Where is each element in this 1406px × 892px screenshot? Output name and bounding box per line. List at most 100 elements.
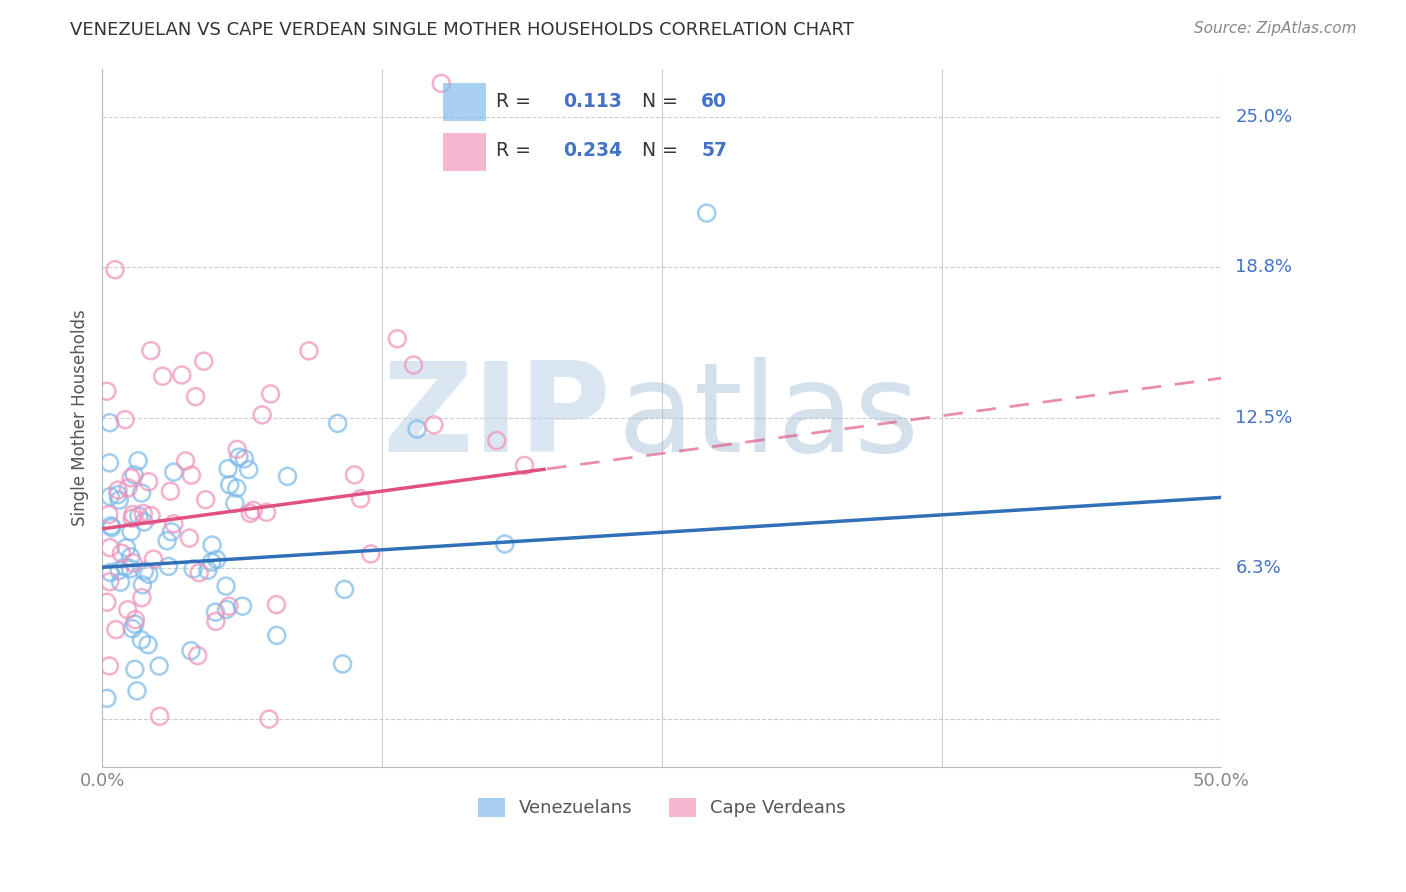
Point: [96, 595, 118, 609]
Point: [332, 657, 354, 671]
Point: [430, 76, 453, 90]
Point: [138, 567, 160, 582]
Point: [117, 481, 139, 495]
Point: [225, 481, 247, 495]
Point: [266, 628, 288, 642]
Point: [180, 468, 202, 483]
Point: [107, 487, 129, 501]
Point: [513, 458, 536, 473]
Point: [115, 541, 138, 555]
Point: [233, 451, 256, 466]
Point: [124, 617, 146, 632]
Point: [217, 461, 239, 475]
Point: [110, 575, 132, 590]
Point: [98, 541, 121, 555]
Point: [205, 615, 228, 629]
Point: [122, 556, 145, 570]
Point: [215, 579, 238, 593]
Point: [333, 582, 356, 597]
Point: [120, 549, 142, 564]
Point: [485, 434, 508, 448]
Point: [494, 537, 516, 551]
Point: [204, 605, 226, 619]
Point: [108, 493, 131, 508]
Point: [256, 505, 278, 519]
Point: [349, 491, 371, 506]
Point: [187, 648, 209, 663]
Point: [121, 511, 143, 525]
Point: [179, 531, 201, 545]
Legend: Venezuelans, Cape Verdeans: Venezuelans, Cape Verdeans: [471, 791, 853, 824]
Point: [201, 555, 224, 569]
Point: [138, 475, 160, 489]
Point: [228, 450, 250, 464]
Point: [226, 442, 249, 457]
Point: [96, 384, 118, 399]
Point: [120, 471, 142, 485]
Point: [152, 369, 174, 384]
Point: [96, 691, 118, 706]
Point: [170, 368, 193, 382]
Y-axis label: Single Mother Households: Single Mother Households: [72, 310, 89, 526]
Point: [266, 598, 288, 612]
Point: [100, 519, 122, 533]
Point: [110, 546, 132, 560]
Point: [108, 564, 131, 578]
Point: [218, 477, 240, 491]
Point: [402, 358, 425, 372]
Point: [98, 574, 121, 589]
Point: [139, 343, 162, 358]
Text: VENEZUELAN VS CAPE VERDEAN SINGLE MOTHER HOUSEHOLDS CORRELATION CHART: VENEZUELAN VS CAPE VERDEAN SINGLE MOTHER…: [70, 21, 855, 39]
Point: [114, 560, 136, 574]
Text: ZIP: ZIP: [382, 358, 612, 478]
Point: [181, 562, 204, 576]
Point: [128, 508, 150, 523]
Point: [148, 659, 170, 673]
Text: 18.8%: 18.8%: [1236, 259, 1292, 277]
Point: [298, 343, 321, 358]
Point: [121, 622, 143, 636]
Point: [132, 515, 155, 529]
Point: [136, 638, 159, 652]
Point: [360, 547, 382, 561]
Point: [104, 262, 127, 277]
Point: [98, 416, 121, 430]
Point: [149, 709, 172, 723]
Point: [139, 508, 162, 523]
Point: [124, 613, 146, 627]
Point: [122, 467, 145, 482]
Point: [174, 454, 197, 468]
Point: [122, 508, 145, 522]
Point: [215, 602, 238, 616]
Point: [201, 538, 224, 552]
Point: [163, 465, 186, 479]
Point: [120, 524, 142, 539]
Point: [98, 456, 121, 470]
Point: [98, 659, 121, 673]
Point: [231, 599, 253, 614]
Point: [120, 562, 142, 576]
Point: [159, 484, 181, 499]
Point: [193, 354, 215, 368]
Text: Source: ZipAtlas.com: Source: ZipAtlas.com: [1194, 21, 1357, 37]
Point: [107, 483, 129, 497]
Point: [131, 486, 153, 500]
Point: [224, 496, 246, 510]
Point: [97, 508, 120, 522]
Point: [125, 684, 148, 698]
Point: [277, 469, 299, 483]
Point: [160, 524, 183, 539]
Point: [157, 559, 180, 574]
Point: [131, 591, 153, 605]
Point: [104, 623, 127, 637]
Point: [242, 503, 264, 517]
Point: [131, 632, 153, 647]
Point: [184, 390, 207, 404]
Point: [131, 578, 153, 592]
Point: [188, 566, 211, 580]
Point: [218, 599, 240, 614]
Point: [194, 492, 217, 507]
Point: [117, 603, 139, 617]
Point: [156, 533, 179, 548]
Point: [114, 412, 136, 426]
